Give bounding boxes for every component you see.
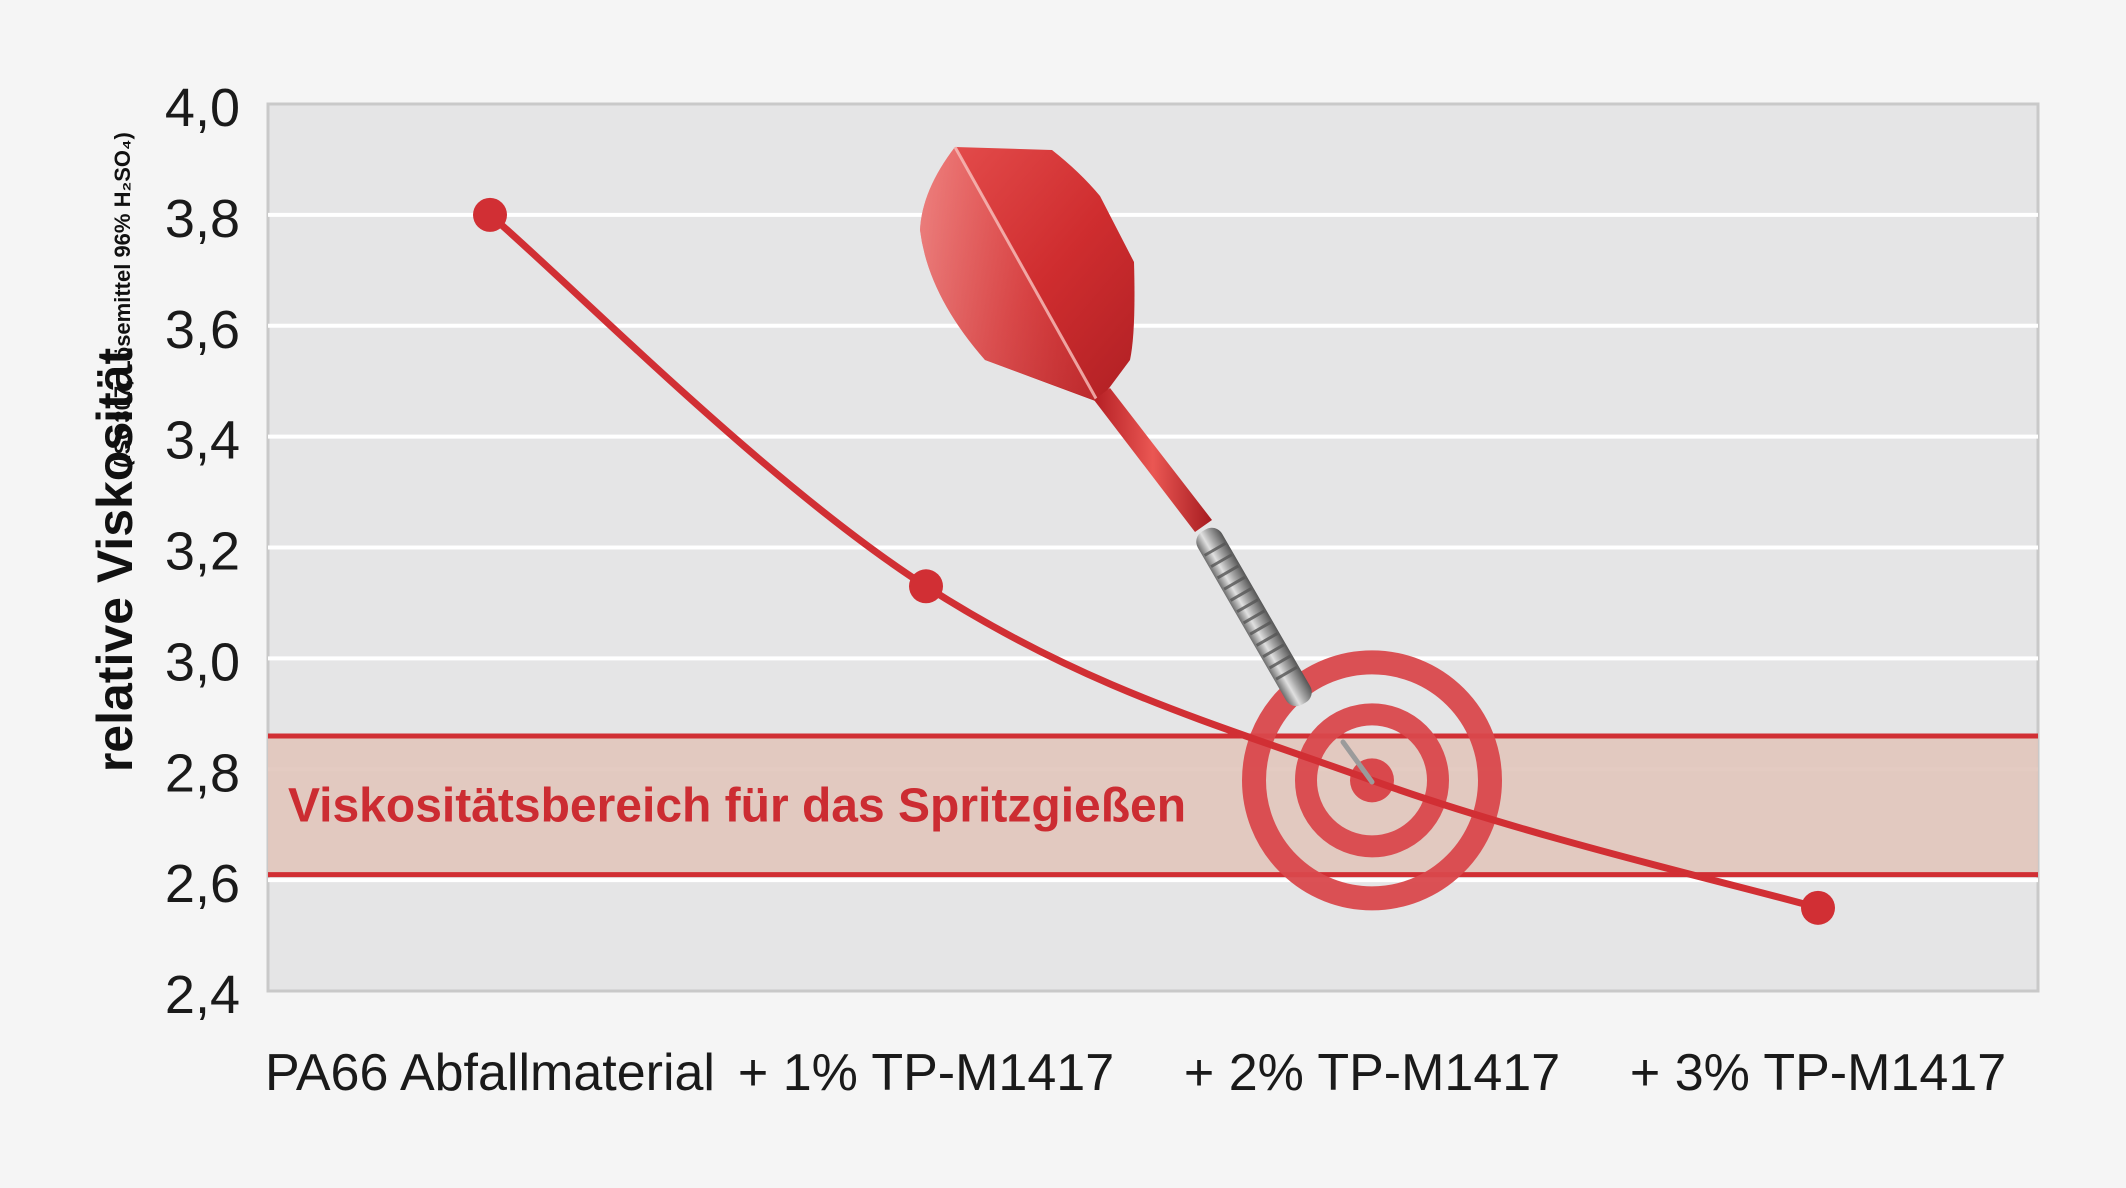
y-axis-label: relative Viskosität (87, 347, 143, 772)
y-axis-note: (ISO307, Lösemittel 96% H₂SO₄) (110, 132, 135, 468)
dart-barrel-ring (1268, 654, 1292, 670)
y-tick-label: 2,8 (165, 743, 240, 803)
dart-barrel-ring (1236, 598, 1259, 613)
dart-barrel (1196, 527, 1312, 707)
y-tick-label: 2,4 (165, 965, 240, 1025)
target-ring-outer (1242, 650, 1502, 911)
viscosity-band (268, 735, 2038, 875)
data-point (909, 569, 943, 604)
dart-barrel-ring (1242, 609, 1266, 625)
y-tick-label: 3,4 (165, 411, 240, 471)
x-category-label: + 3% TP-M1417 (1630, 1044, 2006, 1102)
dart-barrel-ring (1210, 553, 1233, 568)
dart-flight-crease (953, 146, 1100, 403)
y-tick-label: 3,6 (165, 300, 240, 360)
dart-barrel-ring (1275, 665, 1298, 681)
dart-shaft (1094, 388, 1212, 532)
y-tick-label: 4,0 (165, 78, 240, 138)
y-tick-label: 2,6 (165, 854, 240, 914)
dart-barrel-ring (1249, 620, 1272, 636)
x-category-label: + 2% TP-M1417 (1184, 1044, 1560, 1102)
dart-flight-highlight (920, 147, 1100, 402)
x-category-label: + 1% TP-M1417 (738, 1044, 1114, 1102)
dart-tip (1340, 739, 1375, 785)
dart-icon (920, 146, 1375, 785)
target-icon (1242, 650, 1502, 911)
dart-barrel-ring (1262, 643, 1285, 659)
series-line (486, 211, 1822, 912)
dart-barrel-ring (1203, 542, 1227, 557)
target-ring-middle (1295, 703, 1449, 858)
x-category-label: PA66 Abfallmaterial (265, 1044, 715, 1102)
dart-barrel-ring (1229, 587, 1253, 602)
dart-barrel-ring (1223, 575, 1246, 591)
band-label: Viskositätsbereich für das Spritzgießen (288, 779, 1186, 832)
y-tick-label: 3,8 (165, 189, 240, 249)
y-tick-label: 3,2 (165, 522, 240, 582)
data-point (473, 197, 507, 232)
y-tick-label: 3,0 (165, 632, 240, 692)
dart-barrel-ring (1216, 564, 1240, 580)
data-point (1801, 890, 1835, 925)
dart-barrel-ring (1255, 632, 1279, 647)
